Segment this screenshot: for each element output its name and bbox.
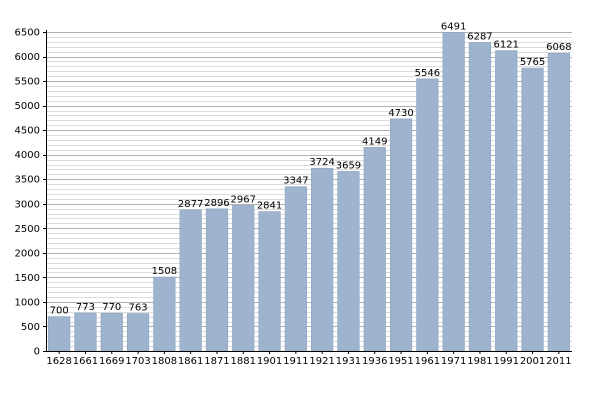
bar-1911 bbox=[284, 186, 307, 352]
bar-1936 bbox=[363, 147, 386, 352]
y-tick-labels: 0 500 1000 1500 2000 2500 3000 3500 4000 4500 5000… bbox=[15, 28, 40, 358]
bar-value-label-1881: 2967 bbox=[231, 194, 256, 205]
y-tick-label-3500: 3500 bbox=[15, 175, 40, 186]
y-tick-label-2500: 2500 bbox=[15, 224, 40, 235]
y-tick-label-6000: 6000 bbox=[15, 52, 40, 63]
x-tick-label-1991: 1991 bbox=[494, 356, 519, 367]
x-tick-label-1961: 1961 bbox=[415, 356, 440, 367]
x-tick-label-1981: 1981 bbox=[467, 356, 492, 367]
bar-value-label-2011: 6068 bbox=[546, 42, 571, 53]
bar-value-label-1921: 3724 bbox=[309, 157, 334, 168]
y-tick-label-6500: 6500 bbox=[15, 28, 40, 39]
bar-value-label-1669: 770 bbox=[102, 302, 121, 313]
bar-1881 bbox=[232, 205, 255, 352]
x-tick-label-1936: 1936 bbox=[362, 356, 387, 367]
bar-1961 bbox=[416, 78, 439, 352]
x-tick-label-1931: 1931 bbox=[336, 356, 361, 367]
x-tick-label-1669: 1669 bbox=[99, 356, 124, 367]
bar-1628 bbox=[48, 316, 71, 352]
x-tick-label-1871: 1871 bbox=[204, 356, 229, 367]
bar-1901 bbox=[258, 211, 281, 352]
y-tick-label-1500: 1500 bbox=[15, 273, 40, 284]
x-tick-labels: 1628 1661 1669 1703 1808 1861 1871 1881 1901 1911… bbox=[46, 356, 571, 367]
bar-value-label-1961: 5546 bbox=[415, 68, 440, 79]
y-tick-label-1000: 1000 bbox=[15, 297, 40, 308]
x-tick-label-2001: 2001 bbox=[520, 356, 545, 367]
bar-value-label-1911: 3347 bbox=[283, 176, 308, 187]
x-tick-label-1951: 1951 bbox=[388, 356, 413, 367]
bar-value-label-1991: 6121 bbox=[494, 40, 519, 51]
x-tick-label-1921: 1921 bbox=[309, 356, 334, 367]
bar-1661 bbox=[74, 312, 97, 352]
bar-value-label-1936: 4149 bbox=[362, 136, 387, 147]
bar-1861 bbox=[179, 209, 202, 352]
x-tick-label-1661: 1661 bbox=[73, 356, 98, 367]
bar-value-label-1808: 1508 bbox=[152, 266, 177, 277]
x-tick-label-1808: 1808 bbox=[152, 356, 177, 367]
x-tick-label-1901: 1901 bbox=[257, 356, 282, 367]
x-tick-label-1861: 1861 bbox=[178, 356, 203, 367]
y-tick-label-5500: 5500 bbox=[15, 77, 40, 88]
bar-value-label-1861: 2877 bbox=[178, 199, 203, 210]
y-tick-label-4500: 4500 bbox=[15, 126, 40, 137]
bar-value-label-1951: 4730 bbox=[388, 108, 413, 119]
bar-1871 bbox=[205, 208, 229, 352]
bar-value-label-2001: 5765 bbox=[520, 57, 545, 68]
bar-value-label-1931: 3659 bbox=[336, 160, 361, 171]
bar-1991 bbox=[495, 50, 518, 352]
bar-1703 bbox=[126, 313, 150, 352]
bars bbox=[48, 32, 570, 352]
bar-value-label-1971: 6491 bbox=[441, 21, 466, 32]
bar-value-label-1871: 2896 bbox=[204, 198, 229, 209]
x-tick-label-1628: 1628 bbox=[46, 356, 71, 367]
x-tick-label-1911: 1911 bbox=[283, 356, 308, 367]
x-tick-label-2011: 2011 bbox=[546, 356, 571, 367]
bar-value-label-1628: 700 bbox=[50, 306, 69, 317]
bar-value-label-1981: 6287 bbox=[467, 31, 492, 42]
x-tick-label-1703: 1703 bbox=[125, 356, 150, 367]
bar-1951 bbox=[389, 118, 413, 352]
grid-lines bbox=[46, 32, 572, 347]
bar-value-label-1703: 763 bbox=[129, 303, 148, 314]
bar-1808 bbox=[153, 276, 176, 352]
bar-value-label-1901: 2841 bbox=[257, 201, 282, 212]
bar-1669 bbox=[100, 312, 123, 352]
axes bbox=[43, 30, 572, 354]
y-tick-label-3000: 3000 bbox=[15, 199, 40, 210]
bar-1931 bbox=[337, 171, 360, 352]
bar-2001 bbox=[521, 67, 544, 352]
bar-1981 bbox=[468, 42, 492, 352]
y-tick-label-5000: 5000 bbox=[15, 101, 40, 112]
y-tick-label-4000: 4000 bbox=[15, 150, 40, 161]
bar-value-label-1661: 773 bbox=[76, 302, 95, 313]
y-tick-label-500: 500 bbox=[21, 322, 40, 333]
bar-1921 bbox=[311, 167, 334, 352]
bar-1971 bbox=[442, 32, 465, 352]
y-tick-label-0: 0 bbox=[34, 347, 40, 358]
bar-2011 bbox=[547, 52, 570, 352]
y-tick-label-2000: 2000 bbox=[15, 248, 40, 259]
x-tick-label-1881: 1881 bbox=[231, 356, 256, 367]
x-tick-label-1971: 1971 bbox=[441, 356, 466, 367]
